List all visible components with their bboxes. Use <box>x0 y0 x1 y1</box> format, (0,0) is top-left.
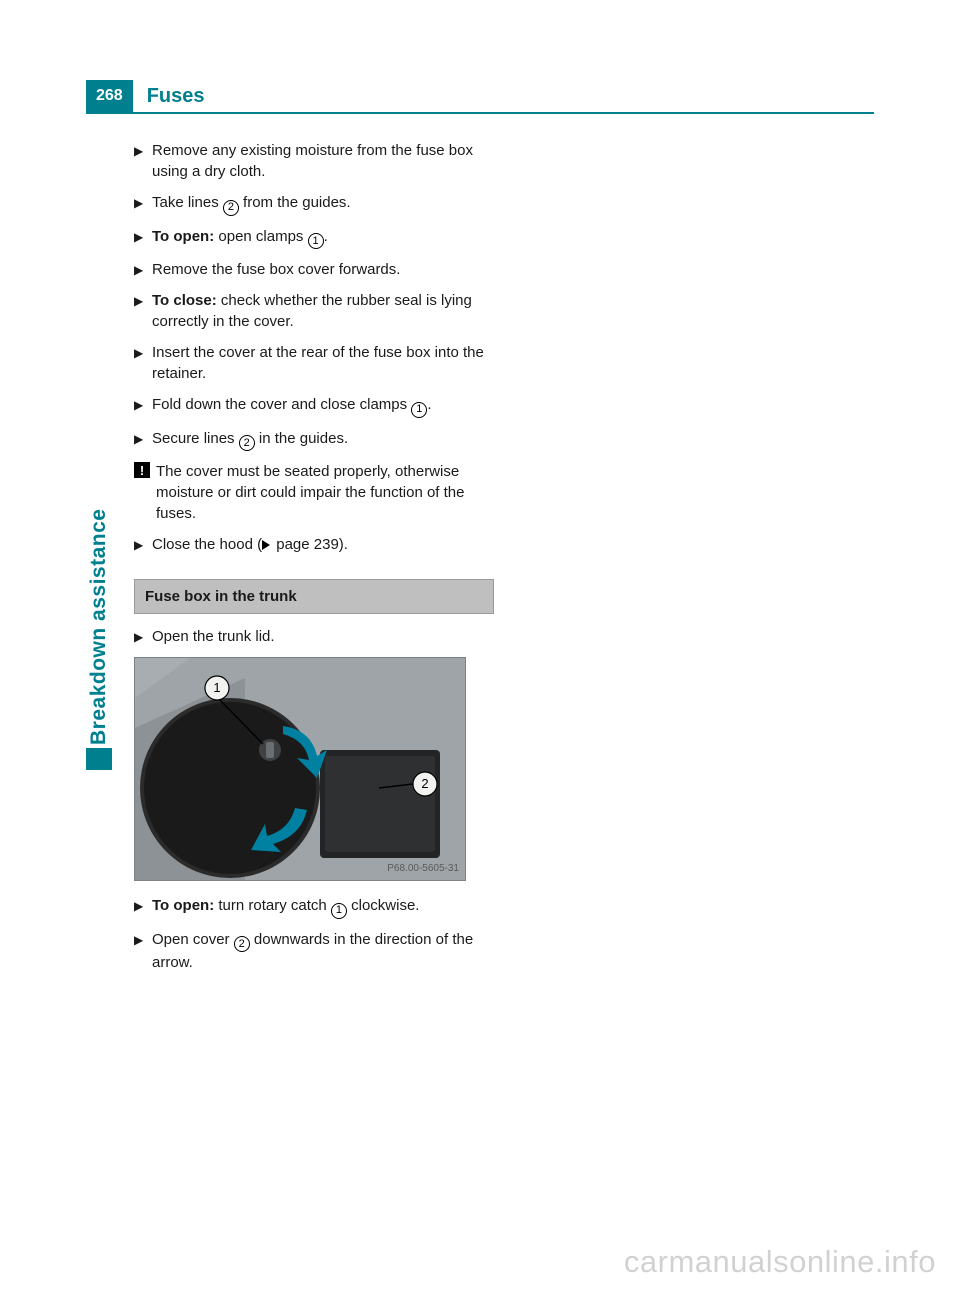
bullet-icon: ▶ <box>134 140 152 182</box>
callout-ref-icon: 1 <box>308 233 324 249</box>
bullet-icon: ▶ <box>134 428 152 452</box>
header-rule <box>86 112 874 114</box>
bullet-icon: ▶ <box>134 192 152 216</box>
warning-note: ! The cover must be seated properly, oth… <box>134 461 494 524</box>
figure-trunk-fusebox: 1 2 P68.00-5605-31 <box>134 657 466 881</box>
list-item: ▶To open: turn rotary catch 1 clockwise. <box>134 895 494 919</box>
step-text: Open cover 2 downwards in the direction … <box>152 929 494 974</box>
step-text: Remove the fuse box cover forwards. <box>152 259 494 280</box>
step-text: Insert the cover at the rear of the fuse… <box>152 342 494 384</box>
watermark: carmanualsonline.info <box>624 1244 936 1280</box>
list-item: ▶Fold down the cover and close clamps 1. <box>134 394 494 418</box>
list-item: ▶Remove the fuse box cover forwards. <box>134 259 494 280</box>
warning-icon: ! <box>134 461 156 524</box>
step-text: Secure lines 2 in the guides. <box>152 428 494 452</box>
subheading: Fuse box in the trunk <box>134 579 494 614</box>
svg-text:2: 2 <box>421 776 428 791</box>
callout-ref-icon: 1 <box>331 903 347 919</box>
list-item: ▶Remove any existing moisture from the f… <box>134 140 494 182</box>
step-text: Open the trunk lid. <box>152 626 494 647</box>
page-title: Fuses <box>133 80 205 112</box>
warning-text: The cover must be seated properly, other… <box>156 461 494 524</box>
bullet-icon: ▶ <box>134 259 152 280</box>
page-ref-icon <box>262 540 270 550</box>
bullet-icon: ▶ <box>134 895 152 919</box>
list-item: ▶Insert the cover at the rear of the fus… <box>134 342 494 384</box>
list-item: ▶Take lines 2 from the guides. <box>134 192 494 216</box>
list-item: ▶To close: check whether the rubber seal… <box>134 290 494 332</box>
bullet-icon: ▶ <box>134 290 152 332</box>
open-trunk-step: ▶ Open the trunk lid. <box>134 626 494 647</box>
step-text: To open: turn rotary catch 1 clockwise. <box>152 895 494 919</box>
step-text: Close the hood ( page 239). <box>152 534 494 555</box>
figure-code-label: P68.00-5605-31 <box>387 862 459 876</box>
svg-text:1: 1 <box>213 680 220 695</box>
steps-top: ▶Remove any existing moisture from the f… <box>134 140 494 451</box>
steps-bottom: ▶To open: turn rotary catch 1 clockwise.… <box>134 895 494 973</box>
step-text: Fold down the cover and close clamps 1. <box>152 394 494 418</box>
side-tab: Breakdown assistance <box>86 425 112 770</box>
side-tab-label: Breakdown assistance <box>86 425 112 745</box>
step-text: Remove any existing moisture from the fu… <box>152 140 494 182</box>
figure-svg: 1 2 <box>135 658 466 881</box>
step-text: To close: check whether the rubber seal … <box>152 290 494 332</box>
side-tab-block <box>86 748 112 770</box>
callout-ref-icon: 1 <box>411 402 427 418</box>
bullet-icon: ▶ <box>134 226 152 250</box>
callout-ref-icon: 2 <box>239 435 255 451</box>
callout-ref-icon: 2 <box>223 200 239 216</box>
page: 268 Fuses Breakdown assistance ▶Remove a… <box>0 0 960 1302</box>
callout-ref-icon: 2 <box>234 936 250 952</box>
list-item: ▶Open cover 2 downwards in the direction… <box>134 929 494 974</box>
bullet-icon: ▶ <box>134 342 152 384</box>
bullet-icon: ▶ <box>134 394 152 418</box>
page-number: 268 <box>86 80 133 112</box>
step-text: To open: open clamps 1. <box>152 226 494 250</box>
bullet-icon: ▶ <box>134 534 152 555</box>
content-column: ▶Remove any existing moisture from the f… <box>134 140 494 983</box>
list-item: ▶To open: open clamps 1. <box>134 226 494 250</box>
bullet-icon: ▶ <box>134 626 152 647</box>
close-hood-step: ▶ Close the hood ( page 239). <box>134 534 494 555</box>
header: 268 Fuses <box>86 80 205 112</box>
list-item: ▶Secure lines 2 in the guides. <box>134 428 494 452</box>
step-text: Take lines 2 from the guides. <box>152 192 494 216</box>
bullet-icon: ▶ <box>134 929 152 974</box>
